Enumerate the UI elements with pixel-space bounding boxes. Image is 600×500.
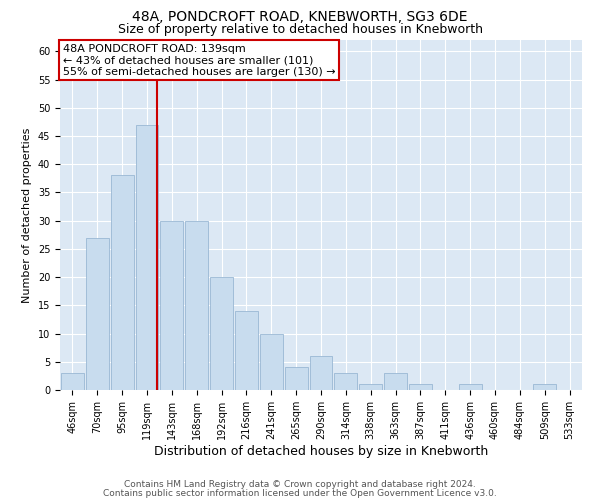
Text: 48A PONDCROFT ROAD: 139sqm
← 43% of detached houses are smaller (101)
55% of sem: 48A PONDCROFT ROAD: 139sqm ← 43% of deta… <box>62 44 335 76</box>
Bar <box>459 384 482 390</box>
Bar <box>359 384 382 390</box>
Bar <box>160 220 183 390</box>
Y-axis label: Number of detached properties: Number of detached properties <box>22 128 32 302</box>
Text: Contains HM Land Registry data © Crown copyright and database right 2024.: Contains HM Land Registry data © Crown c… <box>124 480 476 489</box>
Text: Size of property relative to detached houses in Knebworth: Size of property relative to detached ho… <box>118 22 482 36</box>
X-axis label: Distribution of detached houses by size in Knebworth: Distribution of detached houses by size … <box>154 444 488 458</box>
Bar <box>285 368 308 390</box>
Bar <box>384 373 407 390</box>
Bar <box>210 277 233 390</box>
Bar <box>533 384 556 390</box>
Text: 48A, PONDCROFT ROAD, KNEBWORTH, SG3 6DE: 48A, PONDCROFT ROAD, KNEBWORTH, SG3 6DE <box>132 10 468 24</box>
Text: Contains public sector information licensed under the Open Government Licence v3: Contains public sector information licen… <box>103 488 497 498</box>
Bar <box>310 356 332 390</box>
Bar <box>409 384 432 390</box>
Bar <box>260 334 283 390</box>
Bar <box>111 176 134 390</box>
Bar <box>185 220 208 390</box>
Bar <box>86 238 109 390</box>
Bar <box>61 373 84 390</box>
Bar <box>235 311 258 390</box>
Bar <box>334 373 357 390</box>
Bar <box>136 124 158 390</box>
